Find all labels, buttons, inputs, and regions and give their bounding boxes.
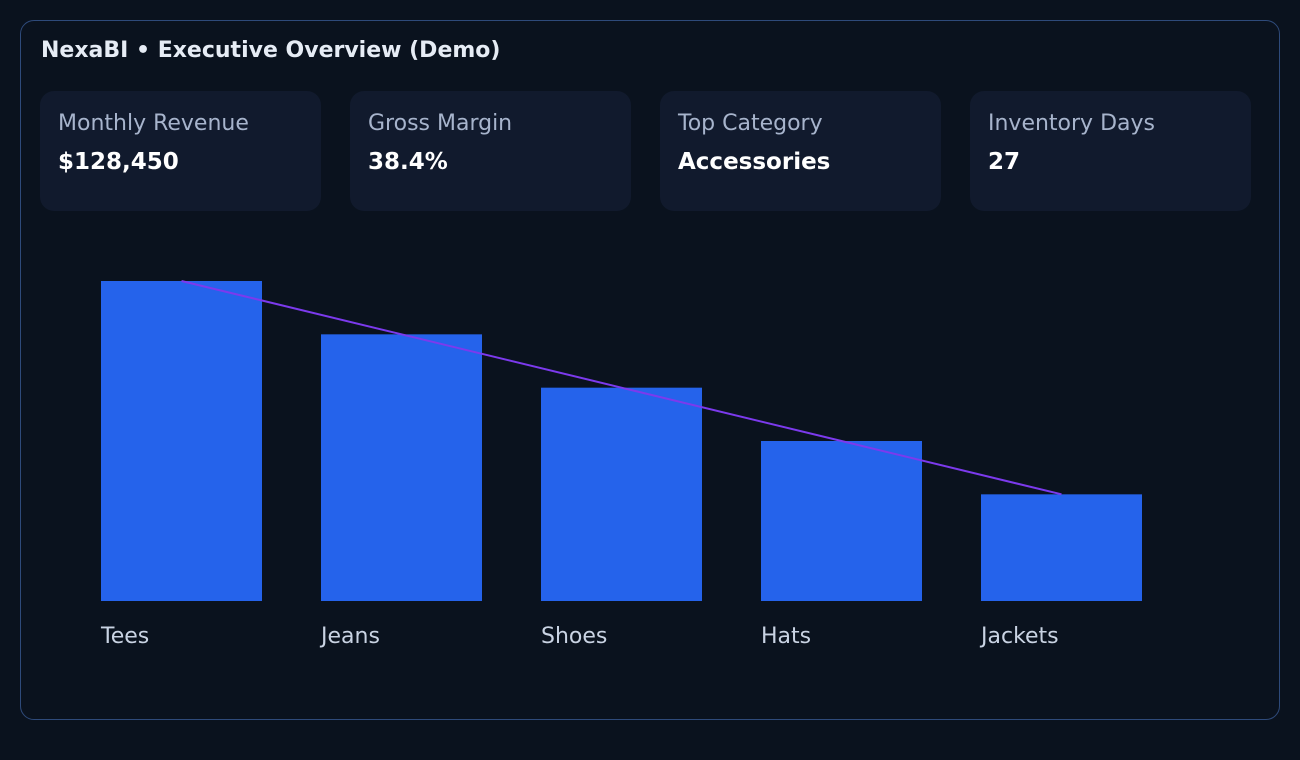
kpi-label: Gross Margin	[368, 111, 513, 136]
kpi-card-gross-margin[interactable]: Gross Margin 38.4%	[350, 91, 631, 211]
kpi-value: Accessories	[678, 149, 831, 175]
kpi-card-inventory-days[interactable]: Inventory Days 27	[970, 91, 1251, 211]
bar-jackets[interactable]	[981, 494, 1142, 601]
bar-tees[interactable]	[101, 281, 262, 601]
category-label-hats: Hats	[761, 624, 811, 649]
page-title: NexaBI • Executive Overview (Demo)	[41, 38, 501, 63]
kpi-label: Inventory Days	[988, 111, 1155, 136]
category-label-tees: Tees	[100, 624, 149, 649]
kpi-value: 38.4%	[368, 149, 448, 175]
kpi-card-top-category[interactable]: Top Category Accessories	[660, 91, 941, 211]
category-label-shoes: Shoes	[541, 624, 607, 649]
bar-jeans[interactable]	[321, 334, 482, 601]
kpi-label: Top Category	[678, 111, 823, 136]
kpi-value: 27	[988, 149, 1021, 175]
kpi-value: $128,450	[58, 149, 179, 175]
bar-hats[interactable]	[761, 441, 922, 601]
bar-shoes[interactable]	[541, 387, 702, 601]
category-label-jeans: Jeans	[319, 624, 380, 649]
kpi-card-monthly-revenue[interactable]: Monthly Revenue $128,450	[40, 91, 321, 211]
overview-panel: NexaBI • Executive Overview (Demo) Month…	[20, 20, 1280, 720]
kpi-label: Monthly Revenue	[58, 111, 249, 136]
category-label-jackets: Jackets	[979, 624, 1059, 649]
